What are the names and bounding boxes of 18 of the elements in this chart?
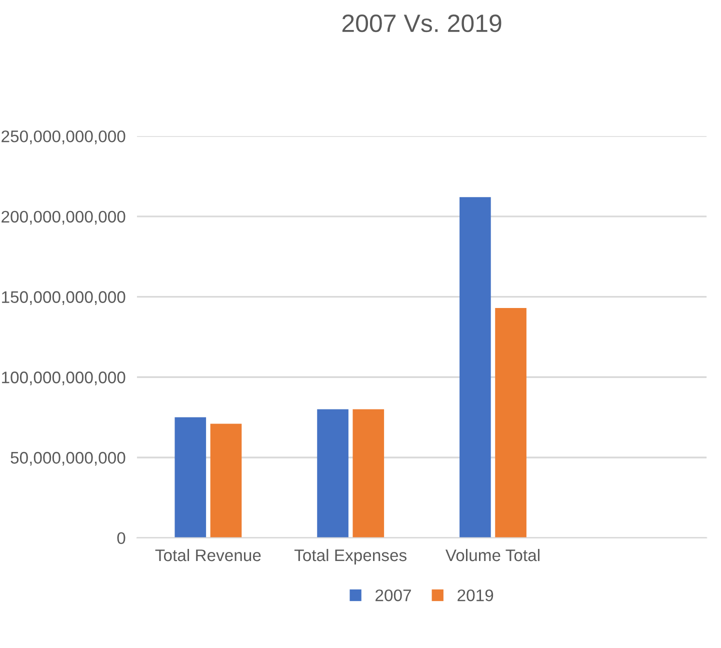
y-tick-label: 0 xyxy=(117,532,126,544)
bar xyxy=(210,424,242,538)
bar xyxy=(174,417,206,538)
legend-label: 2007 xyxy=(376,589,411,602)
y-tick-label: 150,000,000,000 xyxy=(2,291,126,305)
x-tick-label: Total Revenue xyxy=(155,548,261,562)
x-tick-label: Total Expenses xyxy=(294,548,406,564)
bar xyxy=(352,409,384,538)
y-tick-label: 50,000,000,000 xyxy=(10,452,126,466)
y-tick-label: 100,000,000,000 xyxy=(2,372,126,386)
legend-label: 2019 xyxy=(458,589,494,602)
y-tick-label: 200,000,000,000 xyxy=(2,210,126,225)
bar xyxy=(460,197,491,538)
chart-title: 2007 Vs. 2019 xyxy=(342,14,502,32)
bar xyxy=(317,409,348,538)
y-tick-label: 250,000,000,000 xyxy=(2,130,126,144)
bar xyxy=(495,308,526,538)
x-tick-label: Volume Total xyxy=(445,548,540,562)
